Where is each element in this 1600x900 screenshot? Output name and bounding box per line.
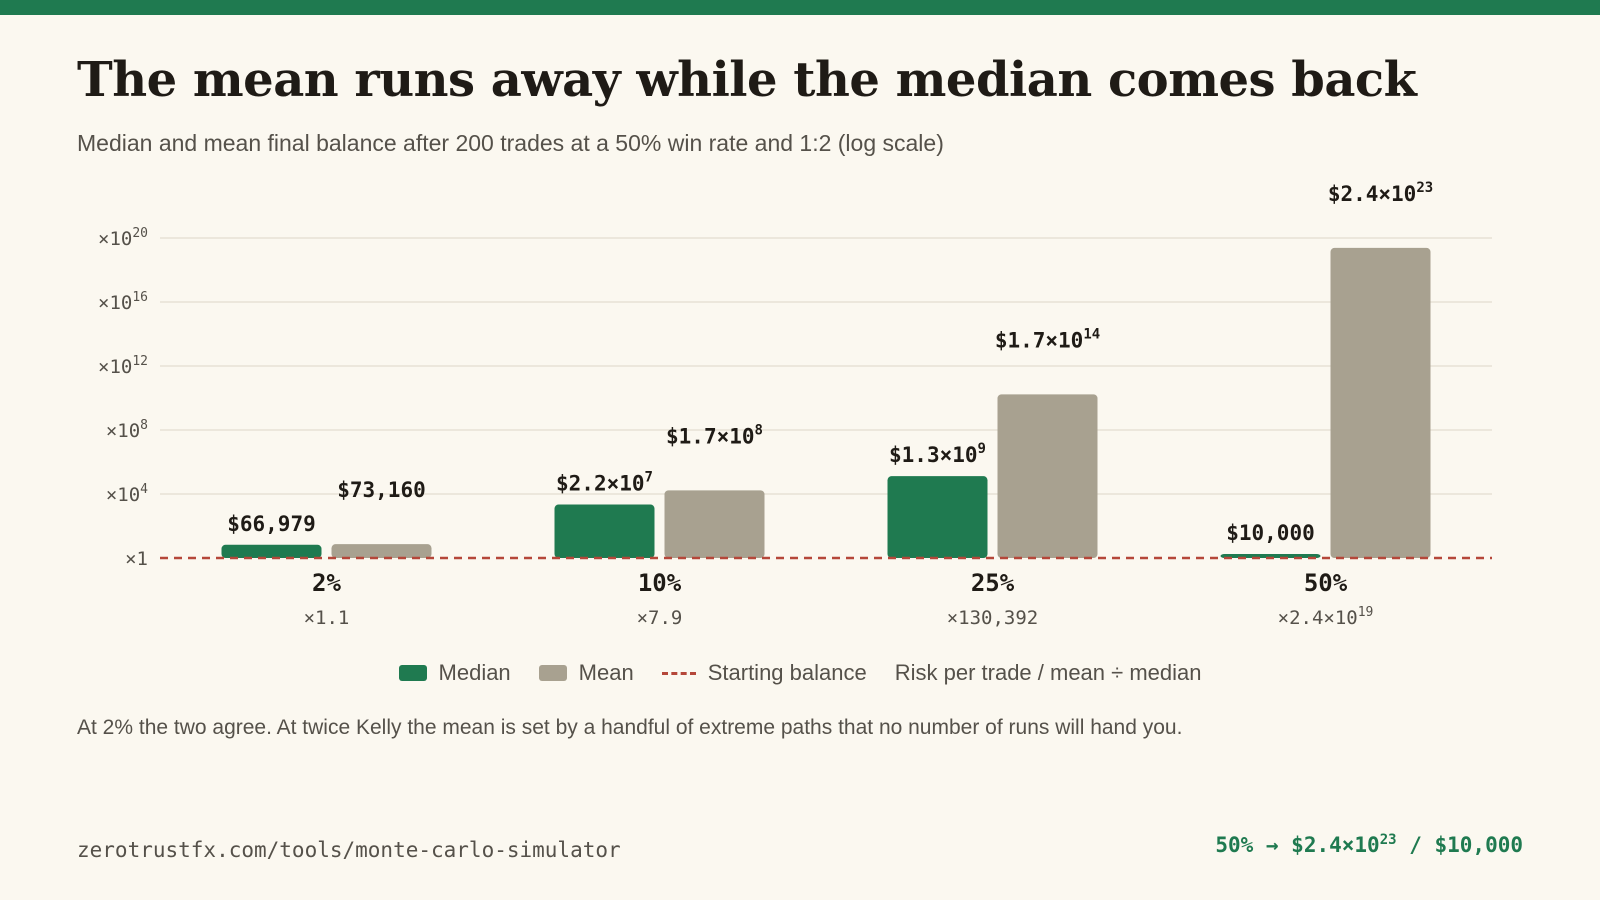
bar-median-1 — [554, 504, 655, 558]
y-tick-label-3: ×1012 — [98, 354, 148, 378]
legend-item-baseline: Starting balance — [661, 660, 867, 686]
category-label-0: 2% — [312, 569, 341, 597]
y-tick-label-0: ×1 — [125, 548, 148, 570]
y-tick-label-1: ×104 — [106, 482, 148, 506]
category-label-2: 25% — [971, 569, 1015, 597]
footer-highlight: 50% → $2.4×1023 / $10,000 — [1215, 832, 1523, 857]
page-title: The mean runs away while the median come… — [77, 52, 1417, 108]
y-tick-label-5: ×1020 — [98, 226, 148, 250]
bar-mean-2 — [997, 394, 1098, 558]
legend-label-baseline: Starting balance — [707, 660, 867, 685]
data-label-median-0: $66,979 — [227, 512, 316, 536]
data-label-mean-0: $73,160 — [337, 478, 426, 502]
legend-swatch-median — [398, 665, 427, 681]
y-tick-label-4: ×1016 — [98, 290, 148, 314]
legend-label-median: Median — [438, 660, 511, 685]
top-accent-bar — [0, 0, 1600, 15]
chart-legend: Median Mean Starting balance Risk per tr… — [0, 660, 1600, 686]
ratio-label-0: ×1.1 — [304, 607, 350, 629]
chart-note: At 2% the two agree. At twice Kelly the … — [77, 716, 1183, 739]
bar-chart: ×1 ×104 ×108 ×1012 ×1016 ×1020 $66,979 $73,160 2… — [98, 180, 1492, 629]
footer-highlight-suffix: / $10,000 — [1396, 833, 1523, 857]
legend-item-median: Median — [398, 660, 511, 686]
legend-item-mean: Mean — [538, 660, 634, 686]
chart-subtitle: Median and mean final balance after 200 … — [77, 130, 944, 156]
legend-swatch-mean — [538, 665, 567, 681]
data-label-mean-2: $1.7×1014 — [995, 326, 1100, 352]
y-tick-label-2: ×108 — [106, 418, 148, 442]
bar-mean-0 — [331, 544, 432, 558]
legend-label-mean: Mean — [578, 660, 634, 685]
bar-median-2 — [887, 476, 988, 558]
footer-highlight-exp: 23 — [1379, 832, 1397, 848]
data-label-median-1: $2.2×107 — [556, 470, 653, 496]
legend-dash-baseline — [661, 671, 696, 675]
ratio-label-1: ×7.9 — [637, 607, 683, 629]
ratio-label-3: ×2.4×1019 — [1278, 605, 1374, 629]
legend-axis-note-text: Risk per trade / mean ÷ median — [894, 660, 1202, 685]
data-label-mean-3: $2.4×1023 — [1328, 180, 1433, 206]
data-label-mean-1: $1.7×108 — [666, 422, 763, 448]
data-label-median-2: $1.3×109 — [889, 441, 986, 467]
category-label-1: 10% — [638, 569, 682, 597]
bar-median-0 — [221, 544, 322, 558]
bar-mean-1 — [664, 490, 765, 558]
bar-mean-3 — [1330, 247, 1431, 558]
category-label-3: 50% — [1304, 569, 1348, 597]
data-label-median-3: $10,000 — [1226, 521, 1315, 545]
source-url: zerotrustfx.com/tools/monte-carlo-simula… — [77, 838, 621, 862]
ratio-label-2: ×130,392 — [947, 607, 1039, 629]
footer-highlight-prefix: 50% → $2.4×10 — [1215, 833, 1380, 857]
legend-axis-note: Risk per trade / mean ÷ median — [895, 660, 1202, 686]
